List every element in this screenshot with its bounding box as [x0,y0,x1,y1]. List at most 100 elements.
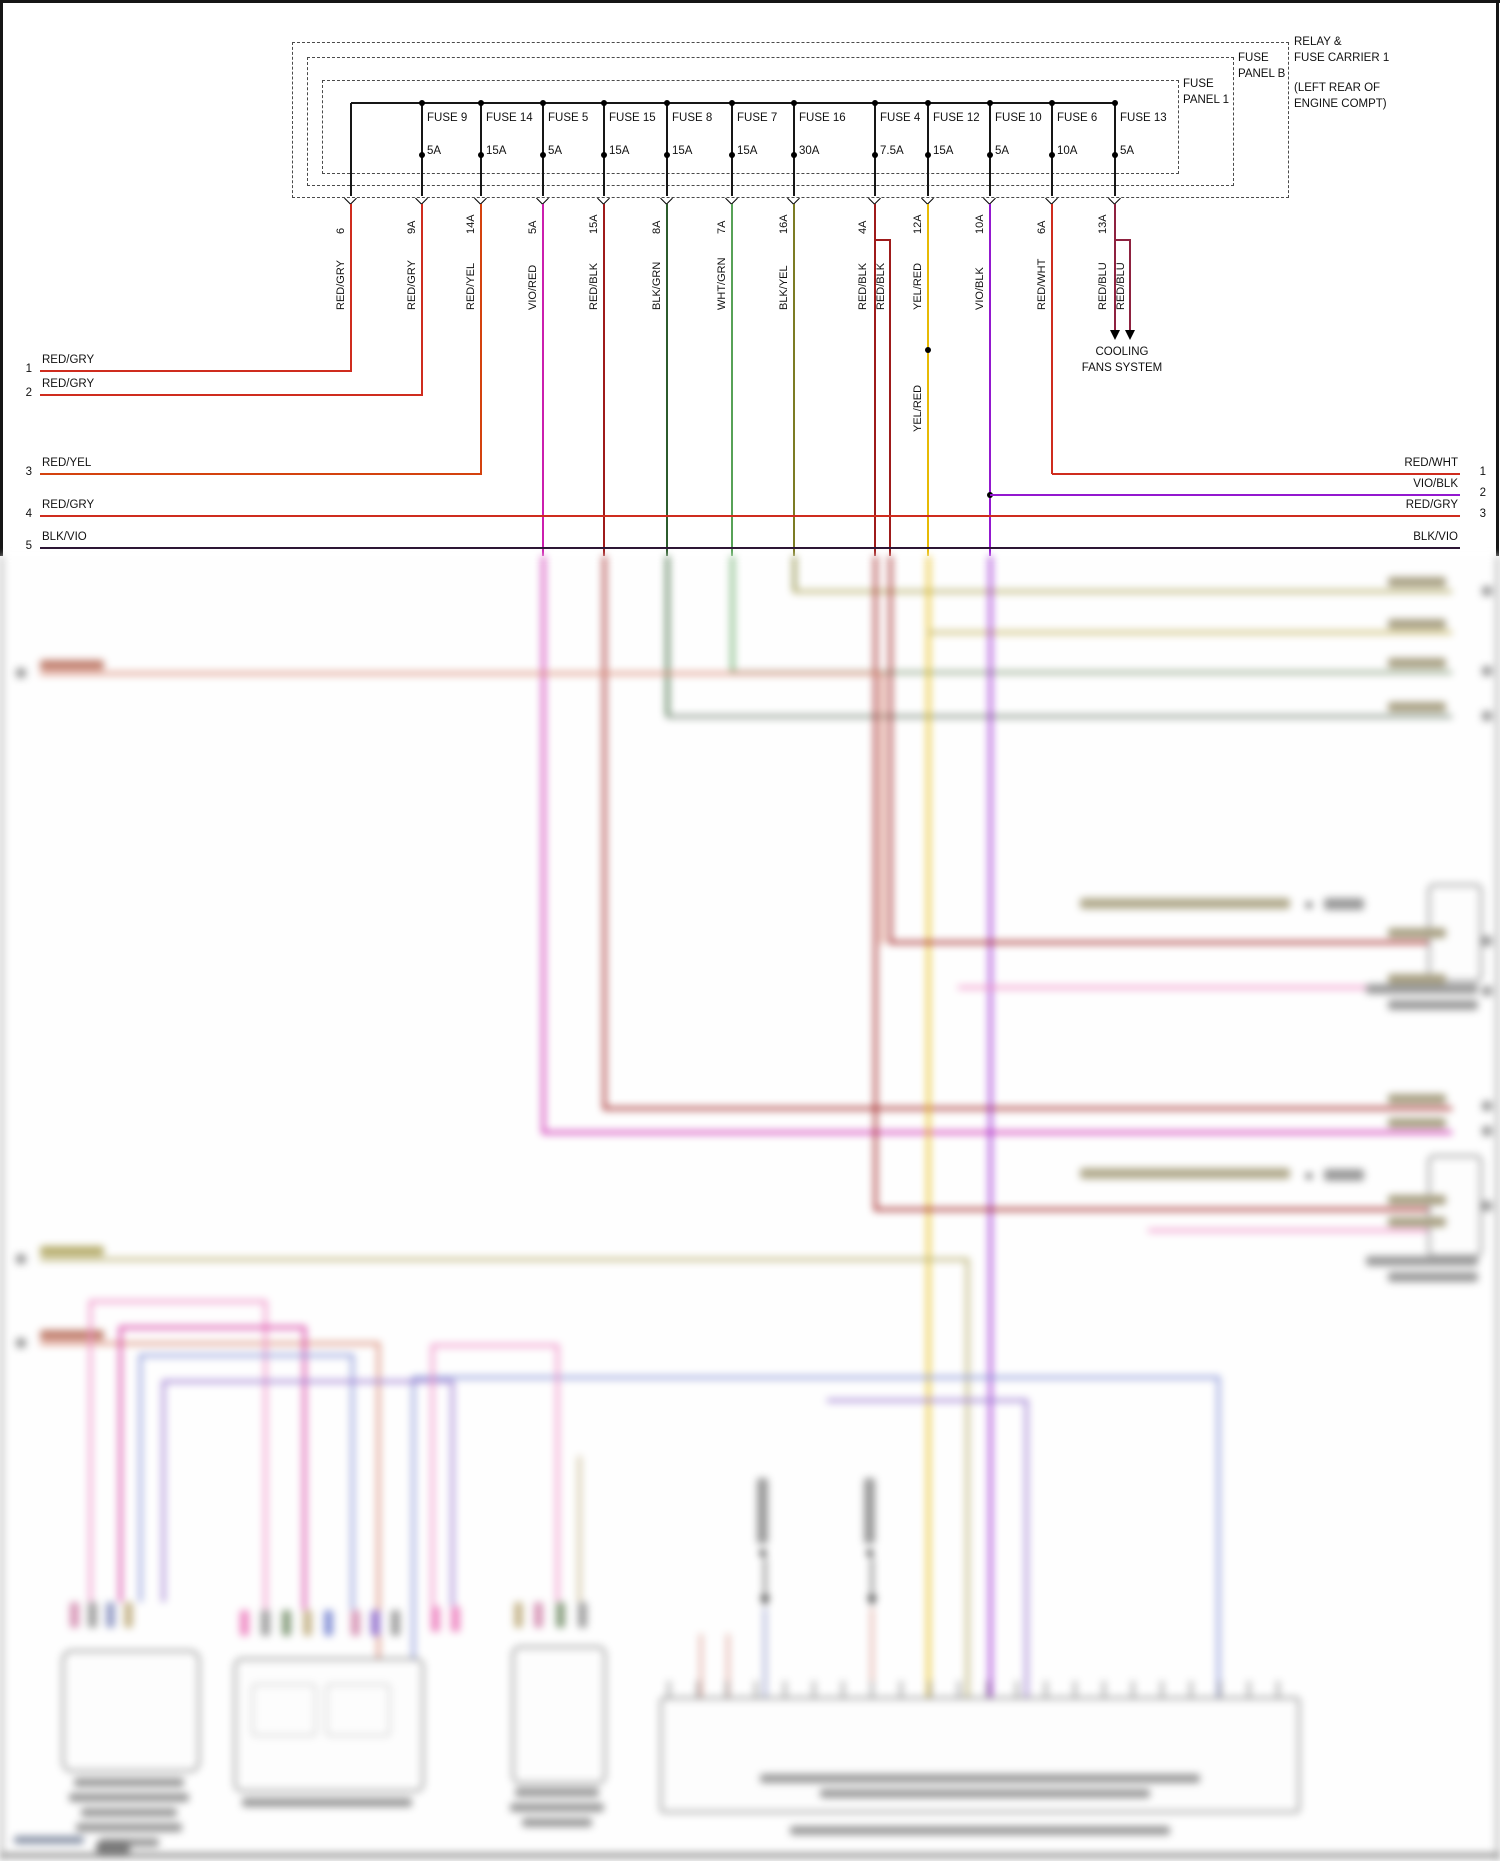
fuse-terminal-dot [925,100,931,106]
fuse-internal-wire [421,103,423,196]
blurred-text [510,1803,604,1812]
blurred-wire [89,1300,92,1602]
fuse-name: FUSE 16 [799,112,846,124]
wire-blk-grn [666,204,668,556]
blurred-wire [542,556,545,1134]
blurred-number [16,668,26,678]
blurred-wire [89,1300,267,1303]
blurred-text [1388,577,1446,587]
page-frame-top [0,0,1500,3]
blurred-wire [119,1326,306,1329]
blurred-watermark [96,1842,130,1853]
wire-vio-blk [989,204,991,556]
blurred-text [1388,974,1446,984]
blurred-text [1388,1217,1446,1227]
blurred-wire [731,556,734,674]
blurred-text [1388,619,1446,629]
blurred-wire [139,1354,354,1357]
blurred-wire [412,1376,1220,1379]
blurred-text [1388,1094,1446,1104]
blurred-component [1324,1169,1364,1181]
blurred-signal-arrow-icon [760,1596,770,1606]
blurred-connector-stub [124,1602,133,1628]
wire-color-label: RED/BLK [875,262,887,310]
cooling-fans-arrow-icon [1125,330,1135,340]
fuse-terminal-dot [601,152,607,158]
blurred-text [1388,1118,1446,1128]
blurred-component-box [234,1658,424,1792]
blurred-junction-dot [760,1550,766,1556]
fuse-amps: 15A [486,145,507,157]
blurred-wire [874,556,877,1211]
fuse-terminal-dot [601,100,607,106]
blurred-connector-stub [351,1610,360,1636]
fuse-internal-wire [731,103,733,196]
fuse-name: FUSE 6 [1057,112,1098,124]
fuse-terminal-dot [987,100,993,106]
blurred-component-detail [252,1684,316,1736]
fuse-name: FUSE 7 [737,112,778,124]
left-pin-number: 5 [25,540,32,552]
blurred-component-box [62,1650,200,1772]
fuse-terminal-dot [987,152,993,158]
blurred-number [16,1254,26,1264]
fuse-terminal-dot [478,100,484,106]
blurred-wire [351,1354,354,1610]
left-pin-number: 4 [25,508,32,520]
blurred-wire [764,1608,766,1697]
fuse-internal-wire [927,103,929,196]
pin-label: 9A [406,220,418,234]
blurred-connector-stub [371,1610,380,1636]
fuse-internal-wire [480,103,482,196]
blurred-junction-dot [1306,1173,1312,1179]
left-wire-label: RED/YEL [42,457,92,469]
fuse-amps: 30A [799,145,820,157]
blurred-component [1324,898,1364,910]
blurred-text [1388,928,1446,938]
wire-color-label: RED/YEL [465,262,477,310]
fuse-panel-1-label: FUSE [1183,78,1214,90]
blurred-connector-stub [106,1602,115,1628]
wire-left-4-full-width [40,515,1460,517]
blurred-signal-line [764,1558,766,1596]
fuse-terminal-dot [664,100,670,106]
fuse-amps: 5A [1120,145,1135,157]
wire-split-bar [874,239,891,241]
left-wire-label: BLK/VIO [42,531,87,543]
page-frame-right [1496,0,1499,556]
wire-left-5-full-width [40,547,1460,549]
wire-red-gry [421,204,423,395]
fuse-name: FUSE 5 [548,112,589,124]
pin-label: 8A [651,220,663,234]
blurred-junction-dot [867,1550,873,1556]
relay-fuse-carrier-outline [292,42,1289,198]
relay-carrier-location: ENGINE COMPT) [1294,98,1387,110]
blurred-number [1482,986,1492,996]
fuse-name: FUSE 4 [880,112,921,124]
blurred-wire [871,1608,873,1697]
blurred-wire [1217,1376,1220,1697]
fuse-amps: 15A [933,145,954,157]
blurred-wire [889,941,1430,944]
wire-color-label: RED/BLU [1115,262,1127,310]
blurred-text [1366,984,1478,994]
blurred-wire [264,1300,267,1610]
fuse-terminal-dot [540,152,546,158]
blurred-text [1388,658,1446,668]
left-pin-number: 2 [25,387,32,399]
fuse-terminal-dot [419,100,425,106]
wire-red-blk [603,204,605,556]
blurred-text [69,1793,189,1802]
wire-color-label: VIO/BLK [974,267,986,310]
fuse-amps: 5A [995,145,1010,157]
blurred-number [1482,711,1492,721]
wire-color-label: YEL/RED [912,384,924,432]
wire-color-label: RED/GRY [335,260,347,310]
blurred-text [242,1798,412,1807]
blurred-junction-dot [1306,902,1312,908]
blurred-connector-stub [240,1610,249,1636]
fuse-internal-wire [666,103,668,196]
fuse-terminal-dot [419,152,425,158]
fuse-panel-b-label: PANEL B [1238,68,1286,80]
blurred-text [760,1774,1200,1783]
